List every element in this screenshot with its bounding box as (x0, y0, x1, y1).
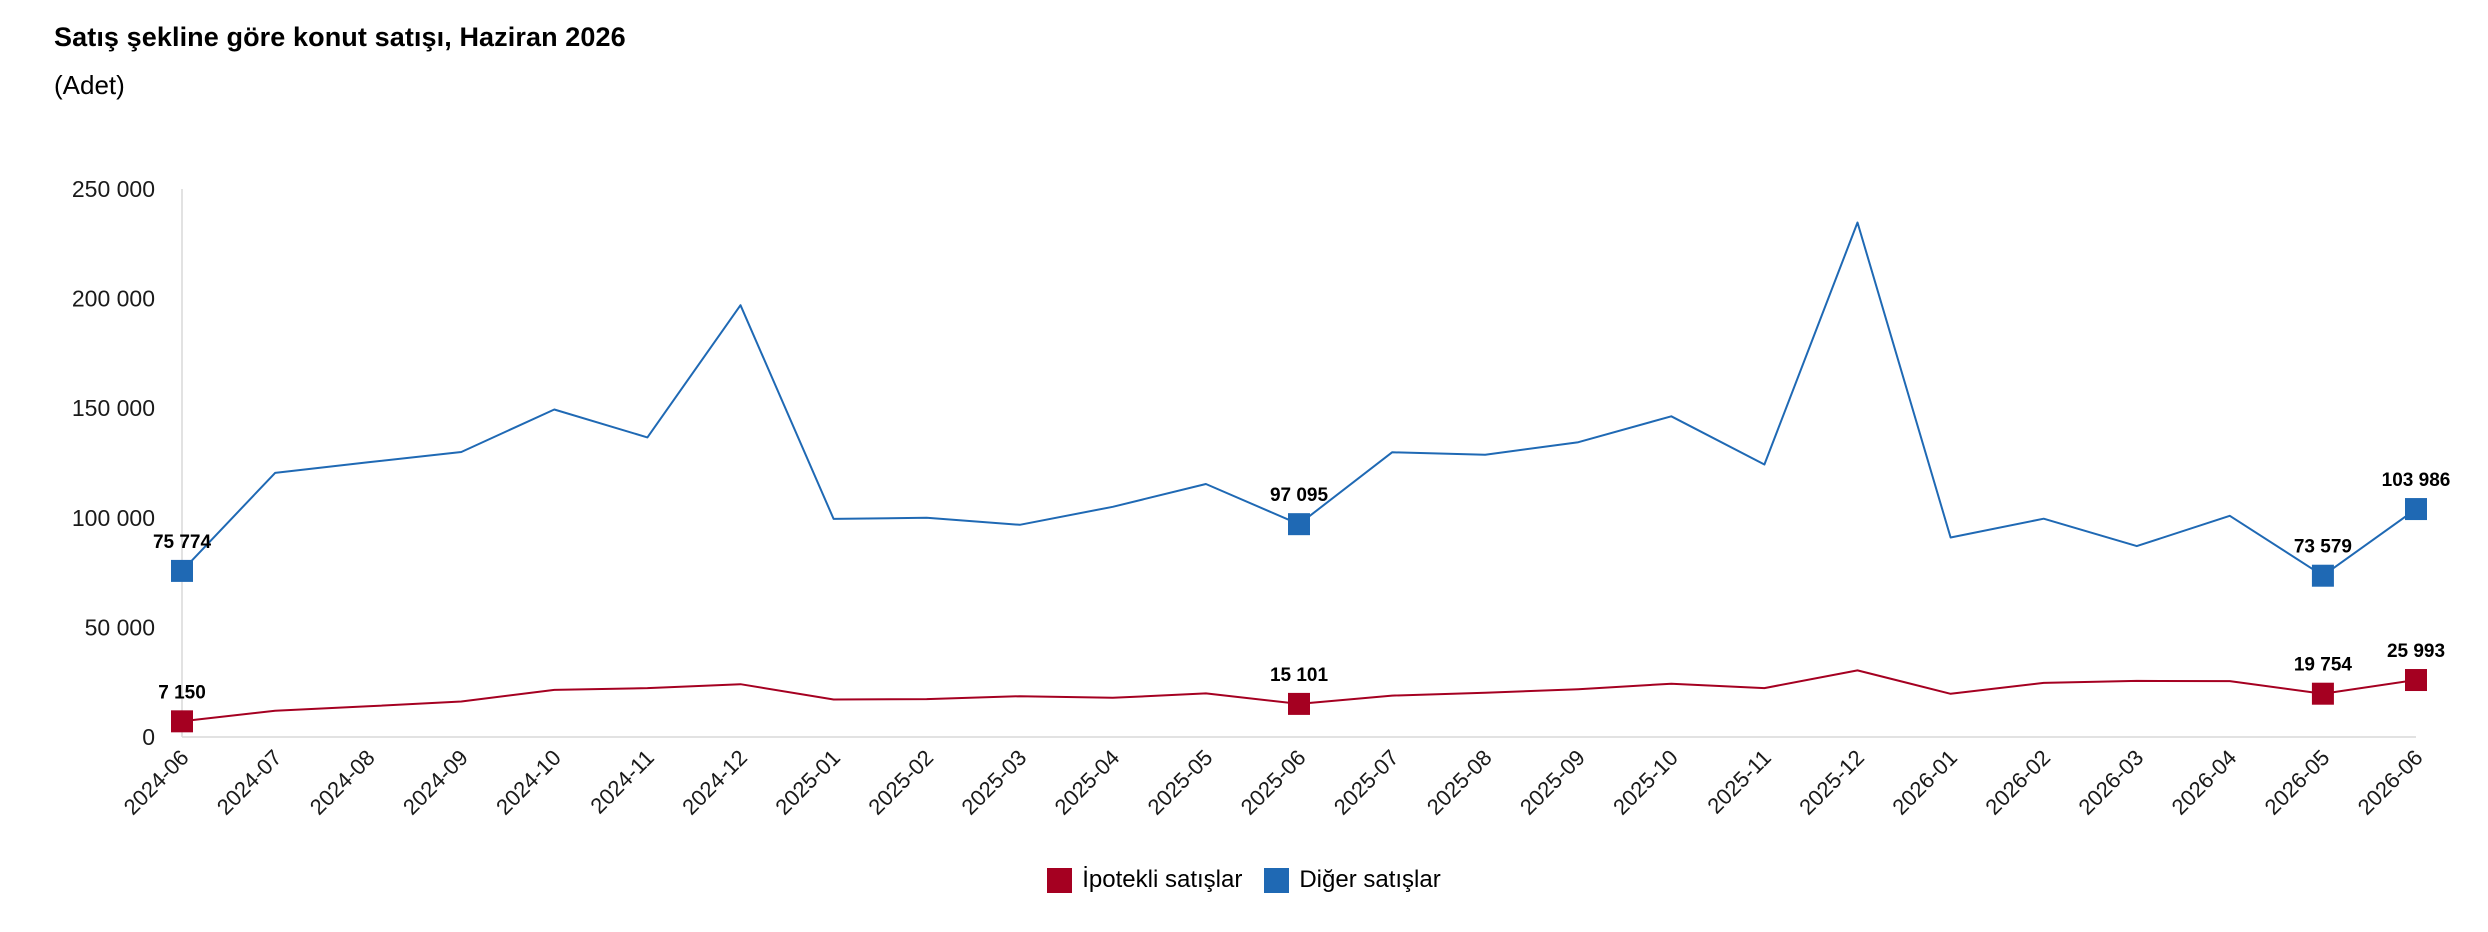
x-tick-label: 2024-08 (305, 745, 380, 820)
data-point-marker[interactable] (2311, 564, 2334, 587)
y-tick-label: 250 000 (72, 176, 155, 202)
series-layer (171, 221, 2427, 733)
x-tick-label: 2025-04 (1050, 745, 1125, 820)
y-tick-label: 100 000 (72, 505, 155, 531)
chart-subtitle: (Adet) (54, 70, 125, 100)
data-label: 25 993 (2387, 641, 2445, 662)
x-tick-label: 2026-01 (1887, 745, 1962, 820)
legend-swatch-diger (1264, 867, 1290, 893)
legend-label-diger: Diğer satışlar (1299, 866, 1441, 893)
x-tick-label: 2026-05 (2260, 745, 2335, 820)
data-label: 19 754 (2294, 655, 2353, 676)
x-tick-label: 2025-06 (1236, 745, 1311, 820)
data-label: 15 101 (1270, 665, 1329, 686)
y-tick-label: 200 000 (72, 286, 155, 312)
legend-item-diger[interactable]: Diğer satışlar (1264, 866, 1441, 894)
chart-title: Satış şekline göre konut satışı, Haziran… (54, 22, 626, 52)
data-label: 97 095 (1270, 485, 1329, 506)
data-label: 7 150 (158, 682, 206, 703)
x-tick-label: 2025-01 (770, 745, 845, 820)
x-tick-label: 2026-04 (2167, 745, 2242, 820)
x-tick-label: 2024-09 (398, 745, 473, 820)
x-tick-label: 2025-03 (957, 745, 1032, 820)
y-tick-label: 0 (142, 724, 155, 750)
x-tick-label: 2025-08 (1422, 745, 1497, 820)
x-tick-label: 2025-09 (1515, 745, 1590, 820)
x-tick-label: 2025-07 (1329, 745, 1404, 820)
data-point-marker[interactable] (1288, 513, 1310, 536)
x-tick-label: 2026-06 (2353, 745, 2428, 820)
x-tick-label: 2024-12 (677, 745, 752, 820)
data-label-layer: 7 150 15 101 19 754 25 993 75 774 97 095 73 57… (153, 470, 2450, 703)
x-tick-label: 2024-06 (119, 745, 194, 820)
data-label: 73 579 (2294, 537, 2352, 558)
x-tick-label: 2025-02 (863, 745, 938, 820)
x-tick-label: 2024-07 (212, 745, 287, 820)
y-tick-label: 150 000 (72, 395, 155, 421)
x-tick-label: 2024-11 (585, 745, 659, 819)
x-axis: 2024-06 2024-07 2024-08 2024-09 2024-10 2024-… (119, 736, 2428, 820)
data-label: 103 986 (2382, 470, 2451, 491)
x-tick-label: 2025-11 (1702, 745, 1776, 819)
data-point-marker[interactable] (1288, 692, 1310, 715)
data-point-marker[interactable] (171, 710, 193, 733)
x-tick-label: 2026-02 (1980, 745, 2055, 820)
legend: İpotekli satışlar Diğer satışlar (0, 866, 2488, 894)
data-point-marker[interactable] (2405, 498, 2427, 521)
y-tick-label: 50 000 (85, 614, 155, 640)
legend-swatch-ipotekli (1047, 867, 1073, 893)
y-axis: 0 50 000 100 000 150 000 200 000 250 000 (72, 176, 183, 750)
x-tick-label: 2025-05 (1143, 745, 1218, 820)
data-label: 75 774 (153, 532, 212, 553)
data-point-marker[interactable] (2405, 669, 2427, 692)
data-point-marker[interactable] (171, 559, 193, 582)
x-tick-label: 2025-10 (1608, 745, 1683, 820)
legend-item-ipotekli[interactable]: İpotekli satışlar (1047, 866, 1242, 894)
legend-label-ipotekli: İpotekli satışlar (1082, 866, 1243, 893)
data-point-marker[interactable] (2311, 682, 2334, 705)
x-tick-label: 2026-03 (2074, 745, 2149, 820)
x-tick-label: 2024-10 (491, 745, 566, 820)
x-tick-label: 2025-12 (1794, 745, 1869, 820)
